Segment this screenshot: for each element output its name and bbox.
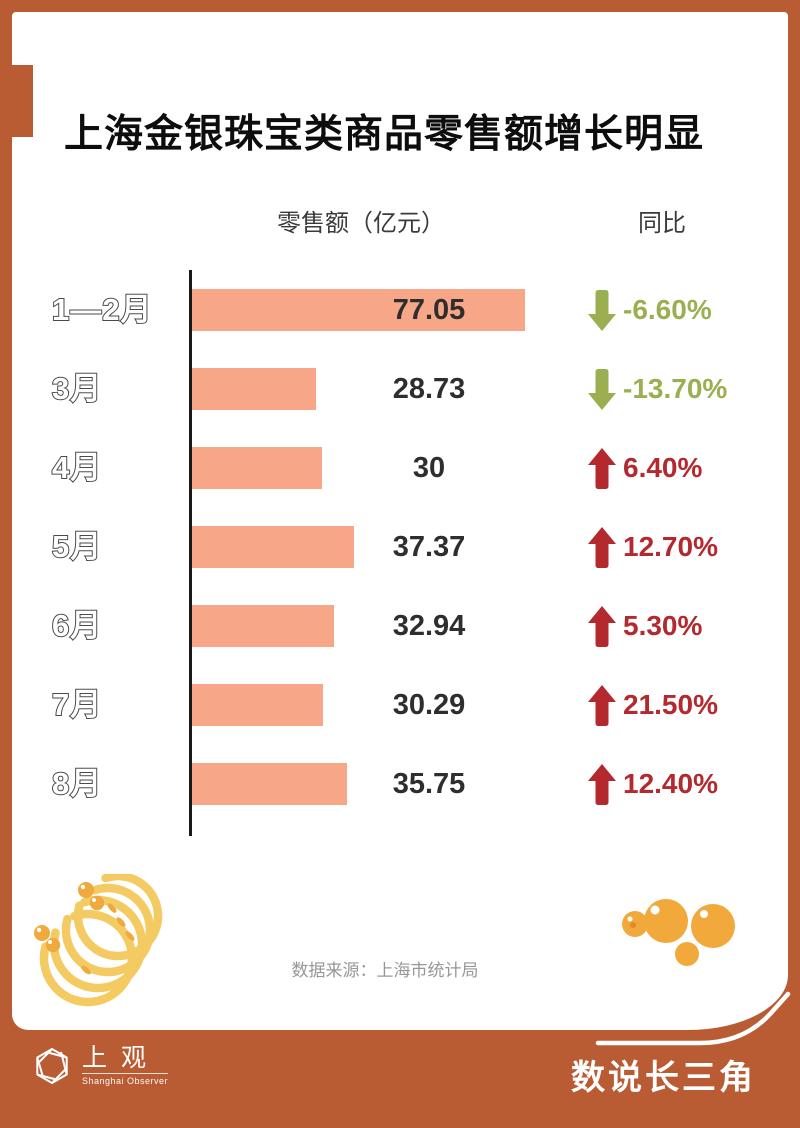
month-label: 7月 xyxy=(51,686,103,723)
month-label: 3月 xyxy=(51,370,103,407)
month-label: 8月 xyxy=(51,765,103,802)
yoy-arrow xyxy=(587,606,617,647)
yoy-arrow xyxy=(587,527,617,568)
arrow-down-icon xyxy=(588,290,616,331)
chart-row: 4月 30 6.40% xyxy=(0,446,800,490)
yoy-arrow xyxy=(587,369,617,410)
logo-text-cn: 上观 xyxy=(82,1045,161,1072)
shanghai-observer-logo: 上观 Shanghai Observer xyxy=(32,1045,169,1086)
data-source: 数据来源：上海市统计局 xyxy=(291,961,479,980)
column-header-yoy: 同比 xyxy=(638,210,686,237)
yoy-value-label: 21.50% xyxy=(623,689,718,720)
bar-value-label: 30 xyxy=(412,452,446,484)
bar-value-label: 37.37 xyxy=(392,531,466,563)
footer-bar: 上观 Shanghai Observer 数说长三角 xyxy=(0,1030,800,1128)
column-header-retail-value: 零售额（亿元） xyxy=(277,210,445,237)
chart-row: 7月 30.29 21.50% xyxy=(0,683,800,727)
yoy-value-label: 12.70% xyxy=(623,531,718,562)
arrow-up-icon xyxy=(588,685,616,726)
yoy-value-label: 5.30% xyxy=(623,610,703,641)
arrow-down-icon xyxy=(588,369,616,410)
yoy-arrow xyxy=(587,290,617,331)
bar-value-label: 77.05 xyxy=(392,294,466,326)
bar xyxy=(192,605,334,647)
yoy-value-label: -13.70% xyxy=(623,373,728,404)
chart-row: 6月 32.94 5.30% xyxy=(0,604,800,648)
bar-value-label: 30.29 xyxy=(392,689,466,721)
month-label: 1—2月 xyxy=(51,291,153,328)
yoy-arrow xyxy=(587,448,617,489)
bar xyxy=(192,289,525,331)
yoy-arrow xyxy=(587,685,617,726)
chart-row: 5月 37.37 12.70% xyxy=(0,525,800,569)
bar-value-label: 32.94 xyxy=(392,610,466,642)
arrow-up-icon xyxy=(588,606,616,647)
yoy-arrow xyxy=(587,764,617,805)
month-label: 6月 xyxy=(51,607,103,644)
month-label: 4月 xyxy=(51,449,103,486)
series-title: 数说长三角 xyxy=(571,1060,756,1097)
gold-bangles-illustration xyxy=(34,874,163,1007)
bar-value-label: 28.73 xyxy=(392,373,466,405)
yoy-value-label: 6.40% xyxy=(623,452,703,483)
month-label: 5月 xyxy=(51,528,103,565)
chart-row: 8月 35.75 12.40% xyxy=(0,762,800,806)
arrow-up-icon xyxy=(588,448,616,489)
gold-beads-illustration xyxy=(622,899,735,966)
page-title: 上海金银珠宝类商品零售额增长明显 xyxy=(64,113,705,157)
bar xyxy=(192,447,322,489)
content-card xyxy=(12,12,788,1030)
yoy-value-label: 12.40% xyxy=(623,768,718,799)
bar-value-label: 35.75 xyxy=(392,768,466,800)
arrow-up-icon xyxy=(588,764,616,805)
chart-axis-line xyxy=(189,270,192,836)
bar xyxy=(192,684,323,726)
yoy-value-label: -6.60% xyxy=(623,294,712,325)
aperture-logo-icon xyxy=(36,1048,68,1084)
chart-row: 3月 28.73 -13.70% xyxy=(0,367,800,411)
logo-text-en: Shanghai Observer xyxy=(82,1073,169,1086)
chart-row: 1—2月 77.05 -6.60% xyxy=(0,288,800,332)
arrow-up-icon xyxy=(588,527,616,568)
bar xyxy=(192,368,316,410)
bar xyxy=(192,526,354,568)
bar xyxy=(192,763,347,805)
title-accent-tab xyxy=(0,65,33,137)
